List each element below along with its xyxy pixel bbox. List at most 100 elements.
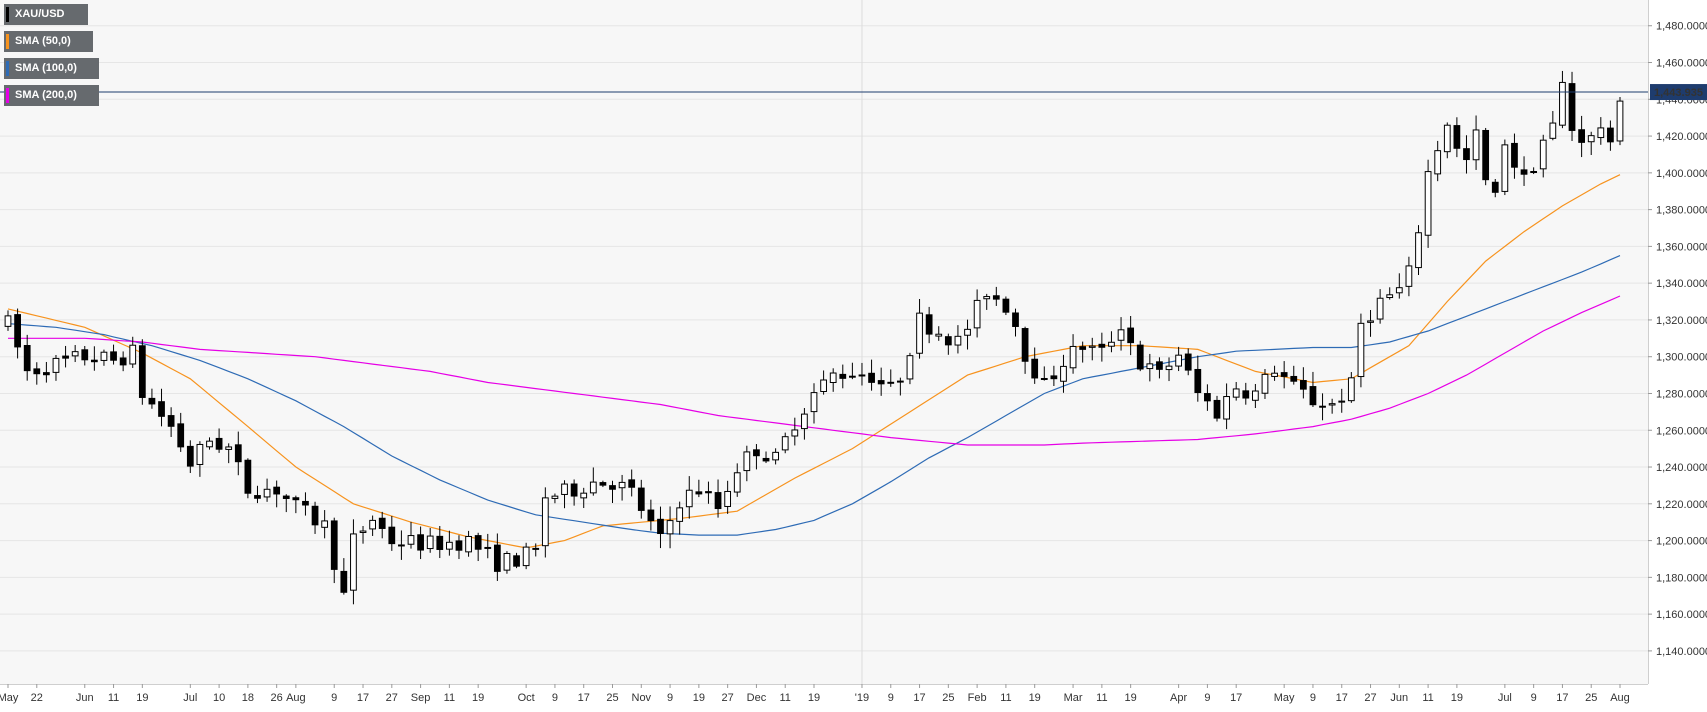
candle-body bbox=[90, 359, 98, 363]
candle-body bbox=[359, 530, 367, 533]
candle-body bbox=[493, 544, 501, 572]
x-tick-label: May bbox=[0, 692, 19, 704]
candle-body bbox=[781, 436, 789, 451]
candle-body bbox=[561, 483, 568, 495]
candle-body bbox=[1616, 100, 1624, 142]
candle-body bbox=[1079, 346, 1087, 350]
candle-body bbox=[589, 481, 597, 494]
x-tick-label: 11 bbox=[1000, 692, 1011, 704]
legend-item-sma100[interactable]: SMA (100,0) bbox=[4, 58, 99, 79]
candle-body bbox=[1559, 81, 1566, 126]
candle-body bbox=[1021, 328, 1029, 362]
candle-body bbox=[1261, 373, 1269, 394]
x-tick-label: Feb bbox=[968, 692, 987, 704]
x-tick-label: 19 bbox=[1029, 692, 1041, 704]
candle-body bbox=[637, 487, 645, 511]
legend-item-sma200[interactable]: SMA (200,0) bbox=[4, 85, 99, 106]
y-tick-label: 1,240.0000 bbox=[1656, 462, 1707, 474]
x-tick-label: Aug bbox=[1610, 692, 1630, 704]
legend-item-sma50[interactable]: SMA (50,0) bbox=[4, 31, 93, 52]
candle-body bbox=[1117, 329, 1125, 341]
candle-body bbox=[1012, 312, 1019, 327]
candle-body bbox=[1204, 393, 1211, 402]
candle-body bbox=[1578, 129, 1585, 143]
y-tick-label: 1,280.0000 bbox=[1656, 388, 1707, 400]
y-tick-label: 1,220.0000 bbox=[1656, 499, 1707, 511]
legend-swatch-xauusd bbox=[6, 7, 9, 22]
candle-body bbox=[350, 533, 357, 591]
legend: XAU/USD SMA (50,0) SMA (100,0) SMA (200,… bbox=[4, 4, 99, 112]
y-tick-label: 1,360.0000 bbox=[1656, 241, 1707, 253]
candle-body bbox=[14, 314, 21, 348]
candle-body bbox=[1347, 377, 1355, 402]
candle-body bbox=[503, 552, 511, 571]
candle-body bbox=[273, 486, 281, 495]
candle-body bbox=[302, 500, 309, 506]
legend-item-xauusd[interactable]: XAU/USD bbox=[4, 4, 88, 25]
candle-body bbox=[666, 520, 674, 535]
x-tick-label: Apr bbox=[1170, 692, 1187, 704]
x-tick-label: 19 bbox=[136, 692, 148, 704]
x-tick-label: 17 bbox=[1336, 692, 1348, 704]
candle-body bbox=[772, 451, 779, 461]
candle-body bbox=[532, 547, 540, 550]
candle-body bbox=[244, 459, 252, 494]
x-tick-label: 27 bbox=[722, 692, 734, 704]
candle-body bbox=[215, 437, 223, 450]
candle-body bbox=[618, 481, 626, 489]
x-tick-label: 25 bbox=[606, 692, 618, 704]
candle-body bbox=[110, 351, 117, 361]
x-tick-label: 11 bbox=[1422, 692, 1433, 704]
y-tick-label: 1,400.0000 bbox=[1656, 168, 1707, 180]
x-tick-label: 25 bbox=[1585, 692, 1597, 704]
x-tick-label: Sep bbox=[411, 692, 431, 704]
y-tick-label: 1,140.0000 bbox=[1656, 646, 1707, 658]
legend-label-xauusd: XAU/USD bbox=[15, 8, 65, 20]
candle-body bbox=[1299, 380, 1307, 390]
x-tick-label: 9 bbox=[552, 692, 558, 704]
candle-body bbox=[1357, 322, 1365, 378]
candle-body bbox=[1434, 150, 1442, 175]
candle-body bbox=[1463, 148, 1470, 161]
candle-body bbox=[849, 375, 856, 378]
candle-body bbox=[1386, 294, 1394, 299]
candle-body bbox=[1587, 135, 1595, 143]
y-tick-label: 1,300.0000 bbox=[1656, 352, 1707, 364]
sma-line-200 bbox=[8, 295, 1621, 446]
candle-body bbox=[148, 397, 156, 405]
y-tick-label: 1,380.0000 bbox=[1656, 205, 1707, 217]
candle-body bbox=[43, 372, 50, 376]
x-tick-label: 26 bbox=[271, 692, 283, 704]
candle-body bbox=[599, 482, 607, 486]
candle-body bbox=[570, 483, 578, 497]
candle-body bbox=[935, 333, 943, 337]
x-axis-panel bbox=[0, 684, 1707, 712]
candle-body bbox=[1098, 343, 1106, 348]
candle-body bbox=[906, 355, 914, 380]
candle-body bbox=[1520, 169, 1528, 175]
candle-body bbox=[1415, 232, 1422, 269]
candle-body bbox=[1453, 125, 1461, 149]
candle-body bbox=[657, 518, 664, 535]
candle-body bbox=[762, 457, 770, 462]
candle-body bbox=[964, 328, 971, 336]
candle-body bbox=[733, 472, 741, 493]
y-tick-label: 1,420.0000 bbox=[1656, 131, 1707, 143]
candle-body bbox=[1108, 341, 1115, 347]
candle-body bbox=[839, 373, 847, 379]
candle-body bbox=[1242, 390, 1250, 399]
candle-body bbox=[896, 380, 904, 383]
candle-body bbox=[388, 526, 396, 545]
candle-body bbox=[1223, 396, 1230, 420]
candle-body bbox=[1328, 403, 1336, 406]
candle-body bbox=[484, 546, 492, 549]
candle-body bbox=[340, 570, 348, 593]
candle-body bbox=[1472, 129, 1480, 161]
candle-body bbox=[177, 423, 185, 448]
candle-body bbox=[1367, 320, 1374, 323]
y-tick-label: 1,260.0000 bbox=[1656, 425, 1707, 437]
x-tick-label: Aug bbox=[286, 692, 306, 704]
candle-body bbox=[522, 546, 530, 567]
